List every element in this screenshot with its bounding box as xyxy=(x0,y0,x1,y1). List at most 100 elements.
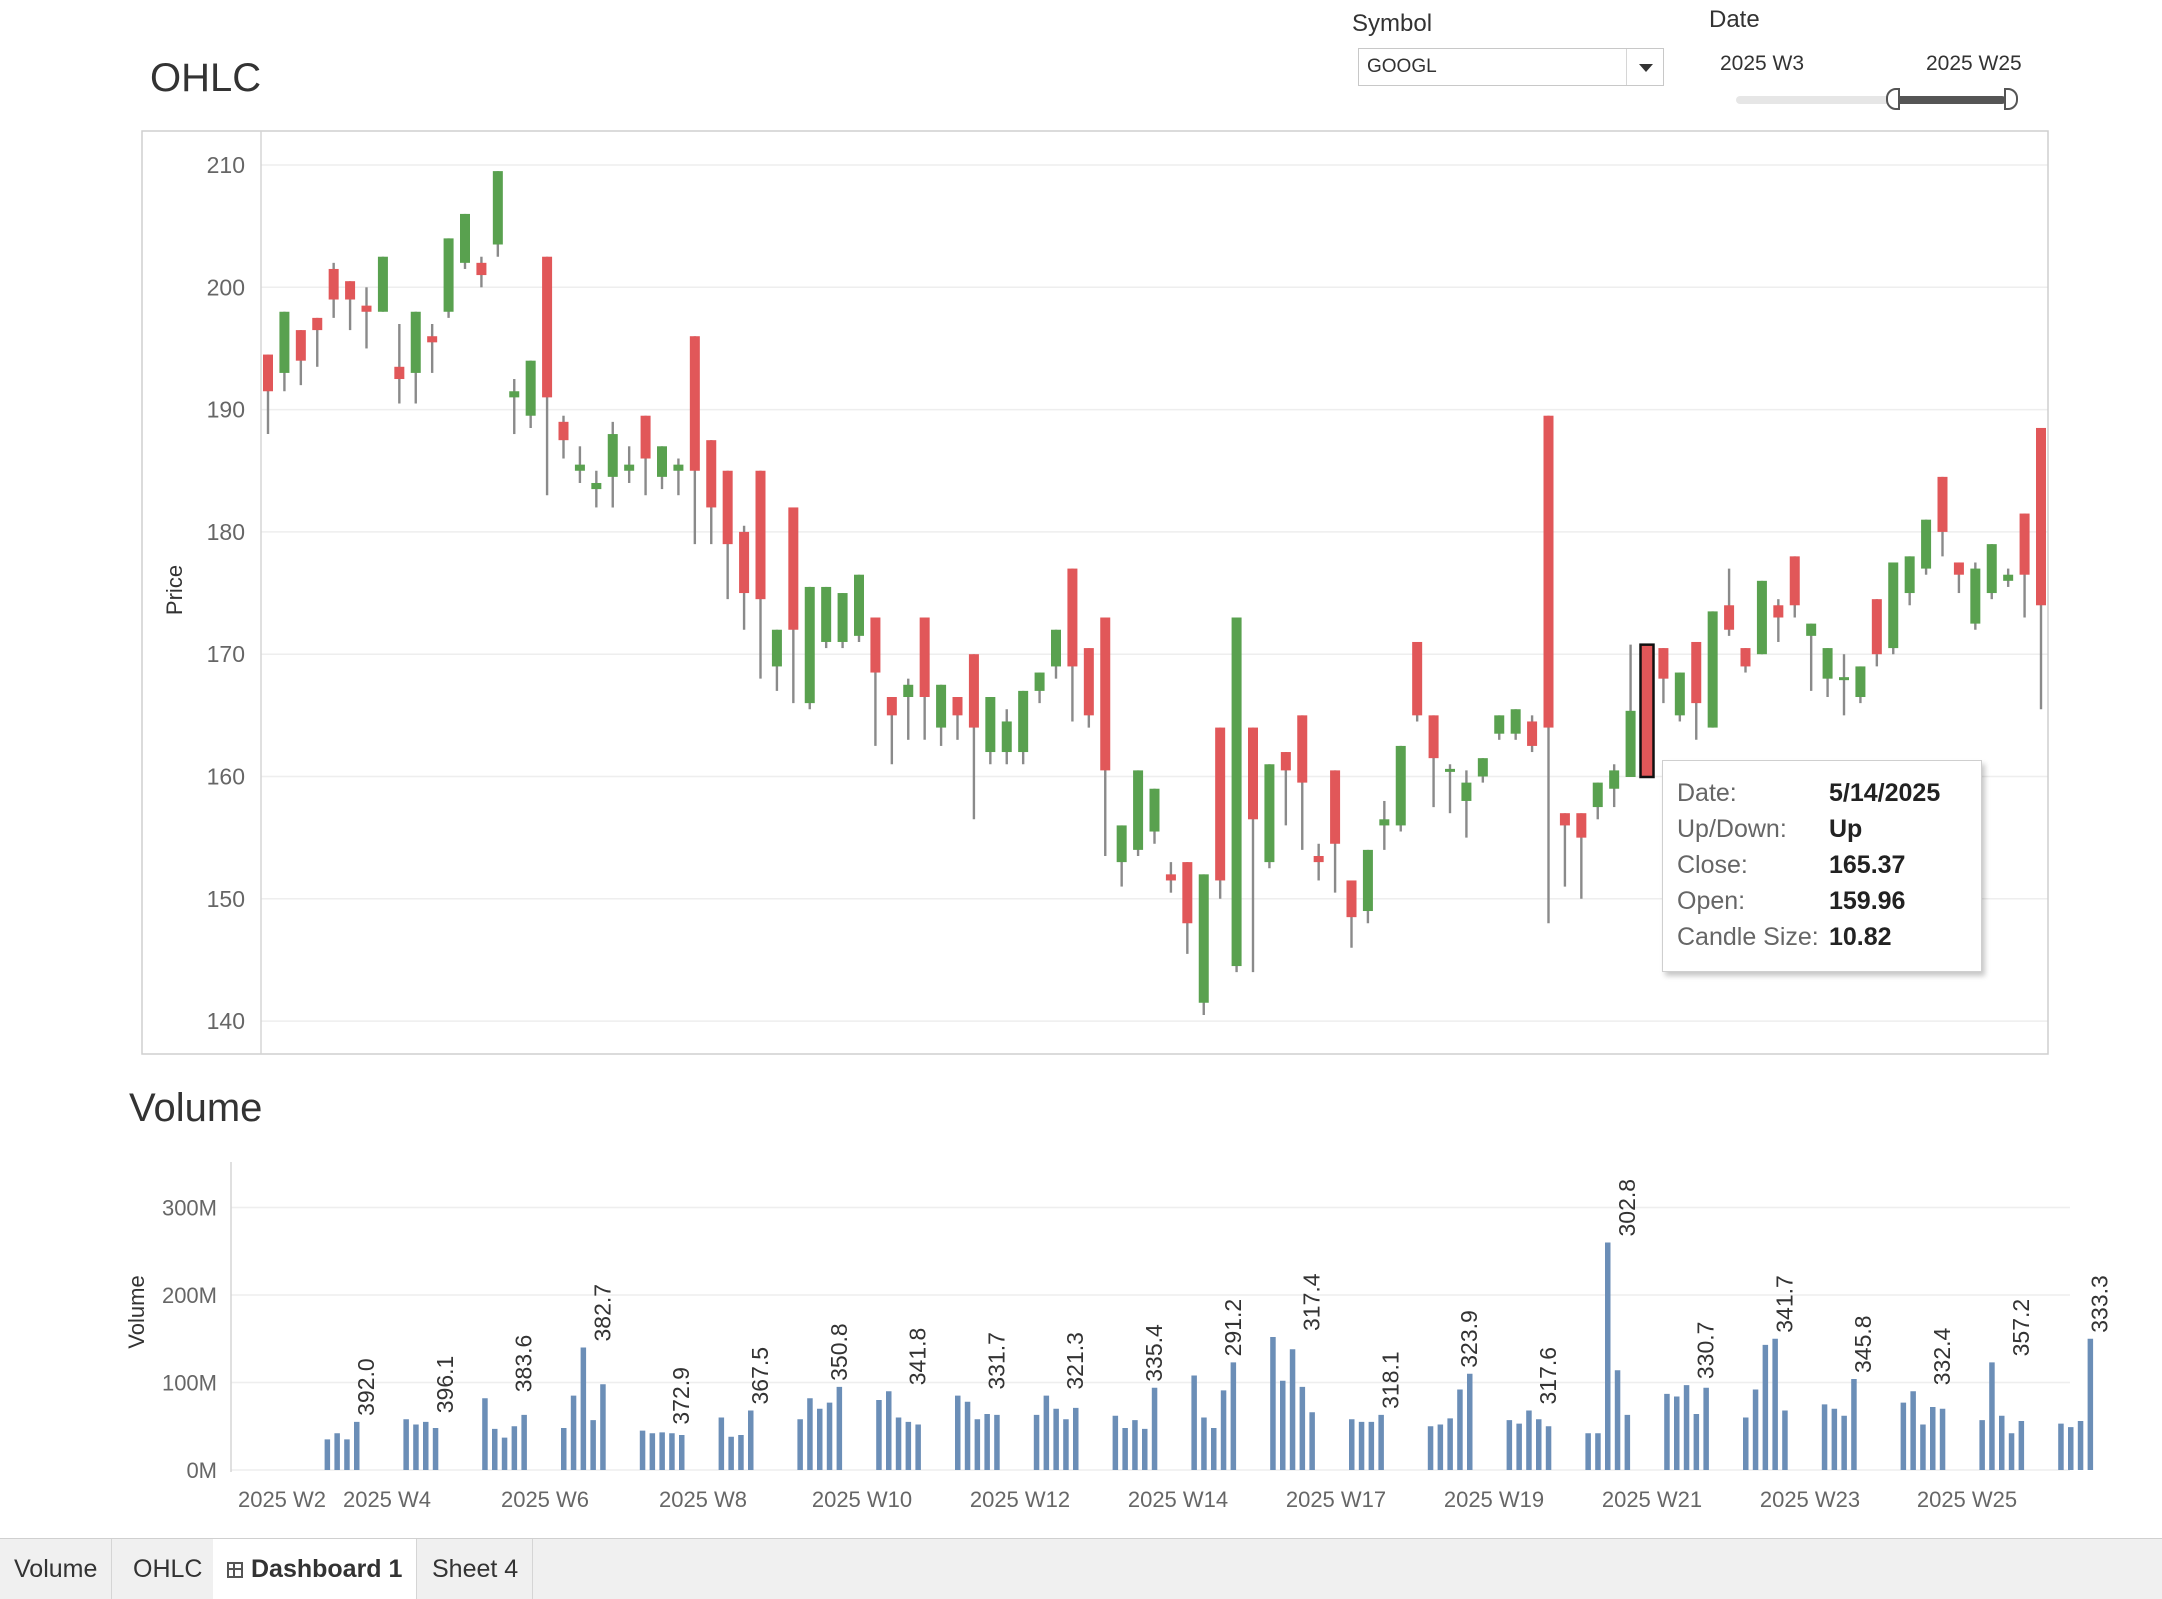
volume-bar[interactable] xyxy=(984,1414,990,1470)
volume-bar[interactable] xyxy=(915,1424,921,1471)
volume-bar[interactable] xyxy=(1545,1426,1552,1470)
ohlc-candle[interactable] xyxy=(1806,623,1817,691)
tab-sheet-4[interactable]: Sheet 4 xyxy=(418,1539,534,1599)
ohlc-candle[interactable] xyxy=(1313,843,1324,881)
volume-bar[interactable] xyxy=(2077,1421,2084,1470)
ohlc-candle[interactable] xyxy=(624,446,635,483)
volume-bar[interactable] xyxy=(590,1420,596,1470)
volume-bar[interactable] xyxy=(728,1436,734,1470)
ohlc-candle[interactable] xyxy=(1691,641,1702,740)
ohlc-candle[interactable] xyxy=(1639,643,1655,779)
volume-bar[interactable] xyxy=(1191,1375,1197,1471)
volume-bar[interactable] xyxy=(738,1435,744,1470)
ohlc-candle[interactable] xyxy=(525,360,536,428)
ohlc-candle[interactable] xyxy=(673,458,684,496)
volume-bar[interactable] xyxy=(876,1400,882,1470)
volume-bar[interactable] xyxy=(1605,1242,1611,1471)
volume-bar[interactable] xyxy=(570,1395,577,1470)
volume-bar[interactable] xyxy=(669,1433,675,1470)
volume-bar[interactable] xyxy=(1378,1414,1384,1470)
ohlc-candle[interactable] xyxy=(936,684,947,746)
ohlc-candle[interactable] xyxy=(574,446,585,483)
ohlc-candle[interactable] xyxy=(1182,862,1193,954)
ohlc-candle[interactable] xyxy=(1116,825,1127,887)
dropdown-arrow-button[interactable] xyxy=(1626,49,1663,85)
ohlc-candle[interactable] xyxy=(263,354,273,435)
ohlc-candle[interactable] xyxy=(952,697,963,740)
volume-bar[interactable] xyxy=(334,1433,340,1470)
ohlc-candle[interactable] xyxy=(1461,770,1472,838)
ohlc-candle[interactable] xyxy=(1904,556,1915,606)
ohlc-candle[interactable] xyxy=(689,336,700,545)
volume-bar[interactable] xyxy=(492,1428,498,1470)
ohlc-candle[interactable] xyxy=(1395,745,1406,832)
volume-bar[interactable] xyxy=(748,1410,754,1471)
volume-bar[interactable] xyxy=(1073,1407,1079,1470)
ohlc-candle[interactable] xyxy=(279,311,290,392)
volume-bar[interactable] xyxy=(511,1426,518,1470)
volume-bar[interactable] xyxy=(1752,1389,1759,1471)
ohlc-candle[interactable] xyxy=(1231,617,1242,973)
volume-bar[interactable] xyxy=(1230,1362,1237,1470)
ohlc-candle[interactable] xyxy=(1280,752,1291,826)
ohlc-candle[interactable] xyxy=(1527,715,1538,753)
ohlc-candle[interactable] xyxy=(1740,648,1751,673)
ohlc-candle[interactable] xyxy=(1165,862,1176,893)
ohlc-candle[interactable] xyxy=(1018,690,1029,765)
volume-bar[interactable] xyxy=(1516,1423,1522,1470)
volume-bar[interactable] xyxy=(354,1421,360,1470)
ohlc-candle[interactable] xyxy=(837,593,848,649)
volume-bar[interactable] xyxy=(2058,1423,2064,1470)
ohlc-candle[interactable] xyxy=(1215,727,1226,899)
ohlc-candle[interactable] xyxy=(1822,648,1833,698)
ohlc-candle[interactable] xyxy=(1839,654,1849,716)
ohlc-candle[interactable] xyxy=(771,629,782,691)
volume-bar[interactable] xyxy=(1122,1428,1128,1470)
volume-bar[interactable] xyxy=(1585,1433,1591,1470)
ohlc-candle[interactable] xyxy=(1625,644,1636,777)
volume-bar[interactable] xyxy=(955,1395,961,1470)
volume-bar[interactable] xyxy=(1053,1408,1059,1470)
volume-bar[interactable] xyxy=(659,1432,665,1470)
ohlc-candle[interactable] xyxy=(886,697,897,765)
ohlc-candle[interactable] xyxy=(1346,880,1357,948)
volume-bar[interactable] xyxy=(1289,1349,1296,1470)
volume-bar[interactable] xyxy=(1900,1402,1907,1470)
ohlc-candle[interactable] xyxy=(722,470,733,600)
volume-bar[interactable] xyxy=(817,1408,823,1470)
ohlc-candle[interactable] xyxy=(706,440,717,545)
ohlc-candle[interactable] xyxy=(788,507,799,704)
ohlc-candle[interactable] xyxy=(739,525,750,630)
volume-bar[interactable] xyxy=(482,1398,488,1470)
volume-bar[interactable] xyxy=(1427,1426,1434,1470)
tab-volume[interactable]: Volume xyxy=(0,1539,113,1599)
ohlc-candle[interactable] xyxy=(410,311,421,404)
volume-bar[interactable] xyxy=(1270,1337,1276,1470)
ohlc-candle[interactable] xyxy=(361,287,372,349)
ohlc-candle[interactable] xyxy=(1970,562,1981,630)
volume-bar[interactable] xyxy=(1151,1387,1158,1470)
ohlc-candle[interactable] xyxy=(607,421,618,508)
ohlc-candle[interactable] xyxy=(1133,770,1144,856)
ohlc-candle[interactable] xyxy=(903,678,914,740)
volume-bar[interactable] xyxy=(403,1419,409,1470)
volume-bar[interactable] xyxy=(1467,1373,1473,1470)
volume-bar[interactable] xyxy=(1280,1380,1286,1470)
date-slider-end-handle[interactable] xyxy=(2004,88,2018,110)
ohlc-candle[interactable] xyxy=(1724,568,1735,636)
ohlc-candle[interactable] xyxy=(476,256,487,288)
volume-bar[interactable] xyxy=(1536,1419,1542,1470)
volume-bar[interactable] xyxy=(826,1402,833,1470)
date-slider-start-handle[interactable] xyxy=(1886,88,1900,110)
volume-bar[interactable] xyxy=(964,1401,971,1470)
volume-bar[interactable] xyxy=(679,1435,685,1470)
volume-bar[interactable] xyxy=(1683,1385,1690,1470)
ohlc-candle[interactable] xyxy=(295,330,306,386)
ohlc-candle[interactable] xyxy=(558,415,569,459)
ohlc-candle[interactable] xyxy=(492,171,503,257)
volume-bar[interactable] xyxy=(1831,1408,1838,1470)
volume-bar[interactable] xyxy=(1595,1433,1601,1470)
volume-bar[interactable] xyxy=(807,1398,813,1470)
ohlc-candle[interactable] xyxy=(427,323,438,373)
volume-bar[interactable] xyxy=(1220,1390,1227,1470)
